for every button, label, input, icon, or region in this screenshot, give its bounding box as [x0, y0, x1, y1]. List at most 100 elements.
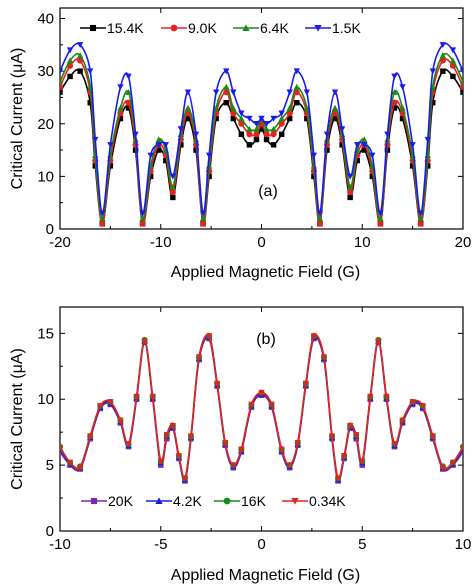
data-point	[304, 115, 310, 122]
data-point	[139, 210, 146, 217]
data-point	[399, 84, 406, 91]
series-9.0K	[60, 57, 463, 227]
data-point	[117, 115, 124, 122]
data-point	[340, 453, 348, 460]
y-tick-label: 40	[37, 11, 54, 28]
data-point	[163, 157, 169, 164]
y-tick-label: 5	[46, 457, 54, 474]
data-point	[181, 475, 189, 482]
data-point	[346, 183, 354, 190]
data-point	[316, 220, 323, 227]
series-line	[60, 334, 463, 480]
data-point	[66, 47, 74, 54]
data-point	[263, 136, 270, 143]
legend-label: 9.0K	[188, 20, 217, 36]
data-point	[278, 115, 285, 122]
data-point	[230, 89, 237, 96]
x-tick-label: 20	[455, 234, 472, 251]
data-point	[212, 104, 220, 111]
data-point	[331, 104, 339, 111]
data-point	[60, 83, 64, 90]
data-point	[87, 433, 94, 440]
data-point	[192, 131, 200, 138]
data-point	[156, 147, 162, 153]
x-tick-label: 10	[354, 234, 371, 251]
data-point	[286, 115, 293, 122]
data-point	[361, 147, 367, 153]
data-point	[139, 220, 146, 227]
data-point	[429, 433, 436, 440]
data-point	[195, 354, 203, 361]
data-point	[369, 152, 376, 159]
data-point	[323, 131, 331, 138]
series-line	[60, 68, 463, 225]
series-line	[60, 334, 463, 480]
data-point	[399, 115, 406, 122]
series-1.5K	[60, 42, 463, 217]
data-point	[369, 173, 376, 180]
panel-label: (a)	[258, 183, 278, 200]
data-point	[354, 157, 360, 164]
legend-marker	[155, 497, 163, 505]
data-point	[238, 120, 245, 127]
data-point	[117, 84, 124, 91]
data-point	[99, 220, 106, 227]
legend-marker	[223, 497, 231, 505]
data-point	[184, 110, 191, 117]
legend-label: 4.2K	[173, 493, 202, 509]
y-tick-label: 0	[46, 221, 54, 238]
data-point	[419, 403, 426, 410]
x-tick-label: 0	[257, 536, 265, 553]
data-point	[67, 73, 73, 80]
x-tick-label: 5	[358, 536, 366, 553]
x-axis-label: Applied Magnetic Field (G)	[171, 264, 360, 281]
data-point	[316, 210, 324, 217]
data-point	[270, 125, 277, 132]
data-point	[117, 104, 124, 111]
legend-label: 15.4K	[107, 20, 144, 36]
data-point	[107, 142, 114, 149]
data-point	[99, 215, 106, 222]
data-point	[377, 220, 384, 227]
legend-item: 20K	[81, 493, 134, 509]
data-point	[294, 99, 300, 106]
data-point	[117, 417, 124, 424]
data-point	[383, 393, 390, 400]
legend-marker	[291, 497, 299, 505]
data-point	[417, 210, 424, 217]
data-point	[175, 453, 183, 460]
legend-marker	[314, 24, 322, 32]
legend-marker	[89, 24, 97, 32]
data-point	[199, 215, 207, 222]
data-point	[424, 136, 431, 143]
data-point	[223, 68, 230, 75]
data-point	[294, 439, 301, 446]
data-point	[439, 465, 447, 471]
data-point	[353, 432, 360, 439]
data-point	[449, 47, 457, 54]
data-point	[268, 401, 275, 408]
x-axis-label: Applied Magnetic Field (G)	[171, 567, 360, 584]
data-point	[347, 194, 353, 201]
data-point	[263, 131, 270, 138]
legend-label: 1.5K	[332, 20, 361, 36]
data-point	[258, 389, 265, 396]
legend-item: 15.4K	[80, 20, 144, 36]
data-point	[303, 89, 311, 96]
legend-item: 9.0K	[161, 20, 217, 36]
data-point	[439, 52, 447, 59]
data-point	[258, 115, 265, 122]
series-16K	[60, 332, 463, 482]
data-point	[76, 52, 84, 59]
data-point	[169, 189, 176, 196]
data-point	[346, 422, 354, 429]
data-point	[459, 68, 463, 75]
data-point	[184, 104, 192, 111]
legend-label: 20K	[108, 493, 134, 509]
legend-item: 0.34K	[282, 493, 346, 509]
y-tick-label: 0	[46, 523, 54, 540]
data-point	[303, 104, 311, 111]
data-point	[162, 142, 169, 149]
data-point	[270, 142, 277, 148]
data-point	[310, 333, 318, 340]
